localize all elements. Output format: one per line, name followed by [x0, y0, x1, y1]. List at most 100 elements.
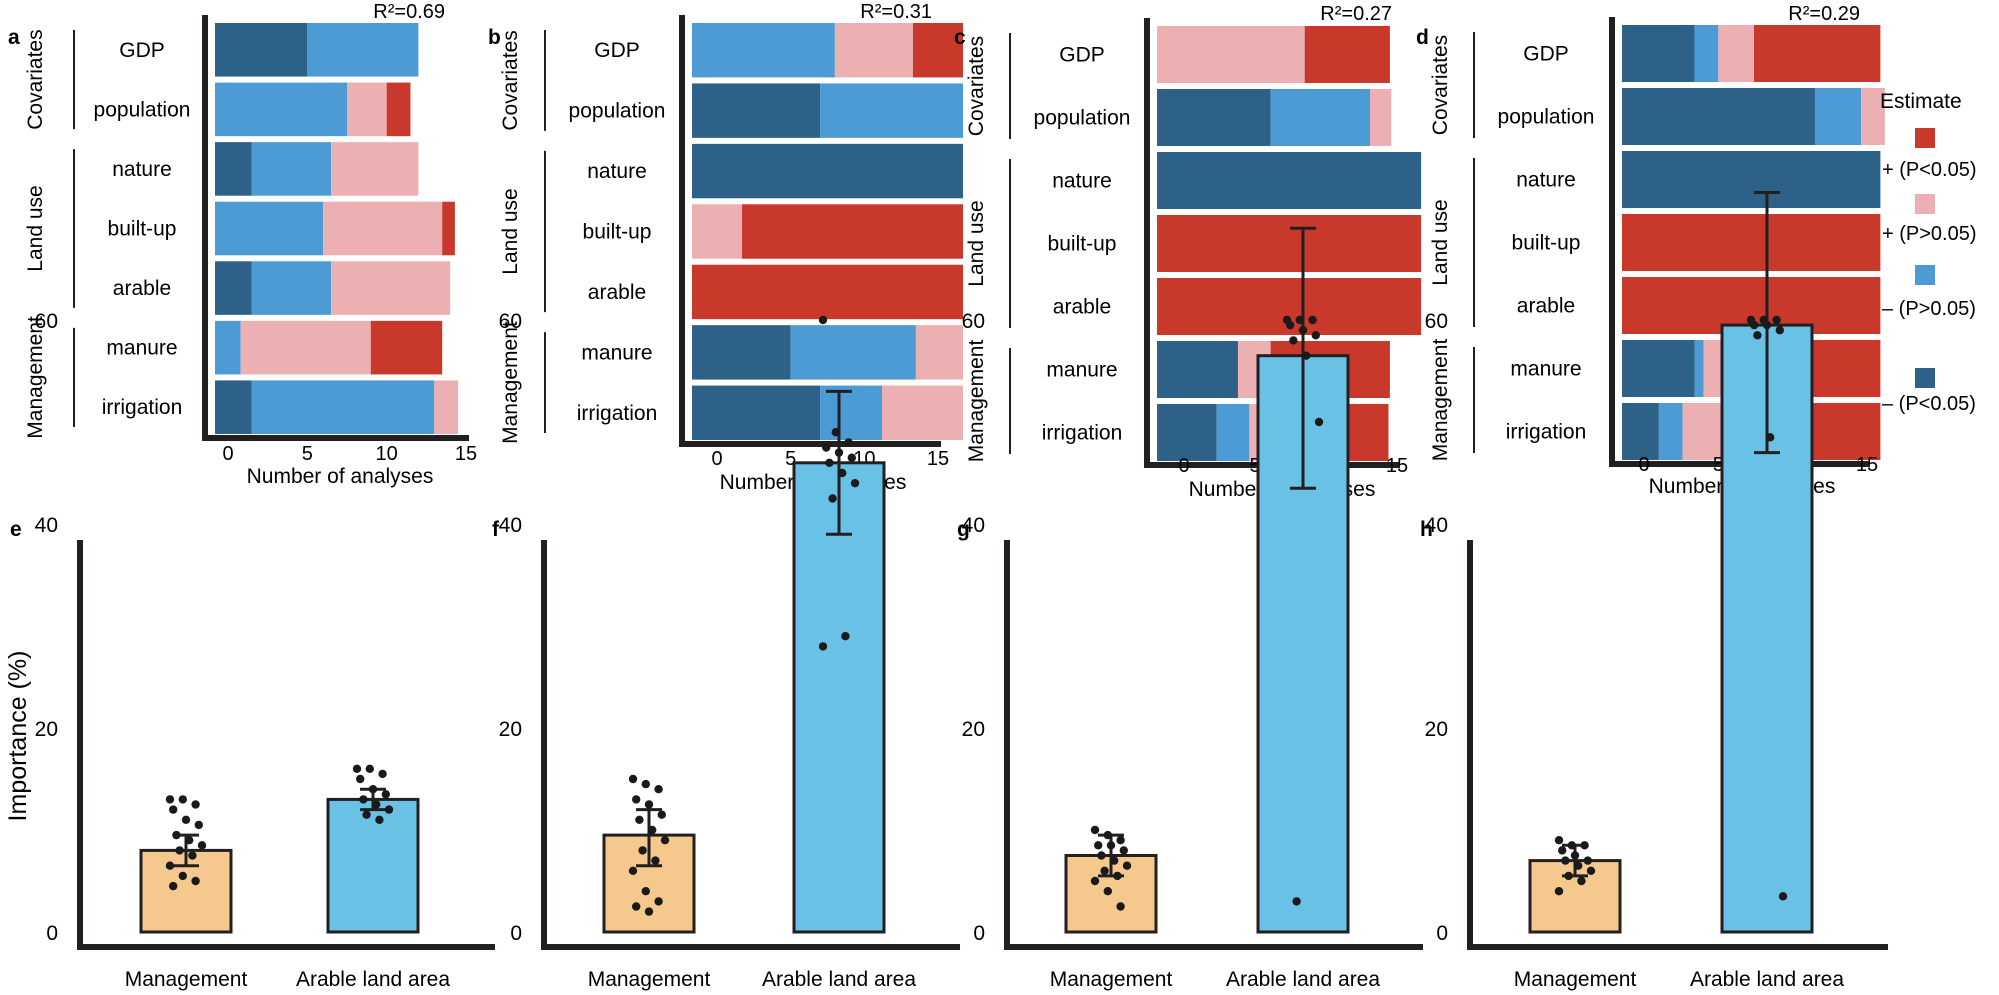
bar-segment	[1718, 25, 1755, 82]
data-point	[818, 315, 828, 325]
group-label: Covariates	[24, 29, 47, 129]
data-point	[628, 866, 638, 875]
data-point	[352, 764, 362, 773]
data-point	[1090, 825, 1100, 835]
panel-label-a: a	[8, 26, 20, 49]
category-label: arable	[1053, 296, 1111, 319]
data-point	[165, 861, 175, 870]
bar-segment	[215, 380, 252, 434]
data-point	[372, 800, 381, 809]
x-tick-label: 10	[376, 443, 398, 465]
data-point	[825, 458, 834, 467]
bar-segment	[820, 83, 964, 138]
y-tick-label: 40	[499, 514, 522, 537]
data-point	[847, 453, 856, 462]
category-label: irrigation	[1042, 422, 1123, 445]
x-tick-label: 5	[1713, 454, 1724, 476]
category-label: population	[1498, 106, 1595, 129]
data-point	[1775, 326, 1785, 335]
legend: Estimate + (P<0.05) + (P>0.05) – (P>0.05) – …	[1880, 90, 1977, 415]
y-tick-label: 60	[1425, 310, 1448, 333]
data-point	[185, 836, 194, 845]
bar-segment	[251, 261, 332, 315]
data-point	[818, 642, 828, 651]
bar-segment	[692, 23, 835, 78]
bar-segment	[215, 82, 347, 137]
category-label: built-up	[1048, 233, 1117, 256]
data-point	[1308, 315, 1317, 325]
bar-segment	[1157, 404, 1217, 461]
data-point	[1567, 841, 1577, 850]
data-point	[1772, 315, 1781, 325]
category-label: nature	[112, 158, 172, 181]
data-point	[368, 785, 378, 794]
bar-segment	[251, 380, 435, 434]
data-point	[384, 805, 394, 814]
group-label: Management	[24, 316, 47, 439]
category-label: irrigation	[577, 402, 658, 425]
legend-label: – (P<0.05)	[1882, 393, 1976, 415]
bar-segment	[1157, 152, 1422, 209]
data-point	[381, 790, 390, 799]
legend-label: + (P<0.05)	[1882, 159, 1977, 181]
panel-label-e: e	[10, 518, 22, 541]
data-point	[1094, 841, 1103, 850]
bar-segment	[1622, 214, 1881, 271]
x-category-label: Arable land area	[1226, 968, 1380, 991]
y-axis-line	[679, 15, 685, 446]
category-label: built-up	[1512, 232, 1581, 255]
data-point	[1090, 876, 1100, 886]
data-point	[181, 815, 191, 824]
y-tick-label: 60	[35, 310, 58, 333]
category-label: arable	[588, 281, 646, 304]
category-label: population	[94, 98, 191, 121]
bar-segment	[1658, 403, 1683, 460]
bar-segment	[1622, 25, 1695, 82]
data-point	[1295, 315, 1305, 325]
x-tick-label: 15	[1856, 454, 1878, 476]
bar-segment	[692, 385, 821, 440]
panel-label-f: f	[492, 518, 500, 541]
data-point	[1778, 892, 1788, 901]
data-point	[1097, 851, 1106, 860]
y-tick-label: 20	[35, 718, 58, 741]
data-point	[178, 795, 187, 804]
data-point	[1574, 861, 1583, 870]
data-point	[1119, 846, 1129, 855]
data-point	[654, 897, 663, 906]
data-point	[1753, 331, 1762, 340]
bar-segment	[692, 83, 821, 138]
x-category-label: Management	[125, 968, 248, 991]
data-point	[841, 632, 850, 641]
bar-segment	[1622, 403, 1659, 460]
bar-segment	[215, 261, 252, 315]
data-point	[657, 810, 666, 819]
data-point	[648, 825, 657, 835]
y-axis-line	[1004, 540, 1010, 950]
bar-segment	[1157, 215, 1422, 272]
data-point	[834, 448, 844, 457]
data-point	[194, 820, 203, 830]
group-label: Land use	[499, 188, 522, 274]
bar-segment	[251, 142, 332, 196]
data-point	[635, 815, 644, 824]
x-tick-label: 0	[711, 448, 722, 470]
y-axis-line	[1609, 17, 1615, 466]
data-point	[191, 800, 200, 809]
data-point	[365, 764, 374, 773]
data-point	[828, 494, 837, 503]
bar-segment	[442, 201, 455, 256]
bar-segment	[692, 325, 791, 380]
category-label: irrigation	[1506, 421, 1587, 444]
y-tick-label: 20	[499, 718, 522, 741]
bar-segment	[215, 201, 324, 256]
x-tick-label: 15	[1386, 455, 1408, 477]
data-point	[628, 774, 638, 784]
bar-segment	[331, 142, 419, 196]
x-tick-label: 0	[222, 443, 233, 465]
data-point	[641, 887, 650, 896]
group-label: Covariates	[965, 36, 988, 136]
data-point	[1570, 851, 1580, 860]
y-axis-line	[77, 540, 83, 950]
